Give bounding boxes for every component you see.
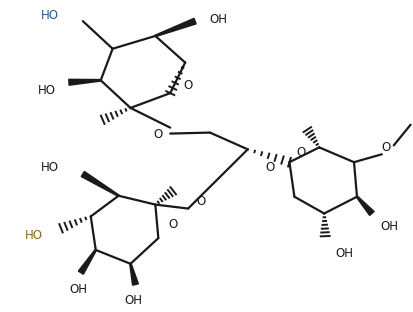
- Text: OH: OH: [380, 220, 398, 233]
- Text: HO: HO: [38, 84, 56, 97]
- Polygon shape: [78, 250, 96, 274]
- Text: OH: OH: [70, 283, 88, 295]
- Text: O: O: [296, 146, 305, 159]
- Text: OH: OH: [335, 247, 352, 261]
- Polygon shape: [69, 79, 100, 85]
- Text: O: O: [265, 161, 274, 173]
- Text: HO: HO: [41, 161, 59, 173]
- Text: HO: HO: [25, 229, 43, 242]
- Polygon shape: [356, 196, 373, 215]
- Polygon shape: [81, 172, 119, 196]
- Polygon shape: [130, 264, 138, 285]
- Text: O: O: [183, 79, 192, 92]
- Text: O: O: [168, 218, 177, 231]
- Text: OH: OH: [124, 294, 142, 307]
- Text: OH: OH: [209, 13, 226, 26]
- Polygon shape: [155, 18, 196, 37]
- Text: O: O: [153, 128, 162, 141]
- Text: O: O: [196, 195, 205, 208]
- Text: HO: HO: [41, 9, 59, 22]
- Text: O: O: [380, 141, 389, 154]
